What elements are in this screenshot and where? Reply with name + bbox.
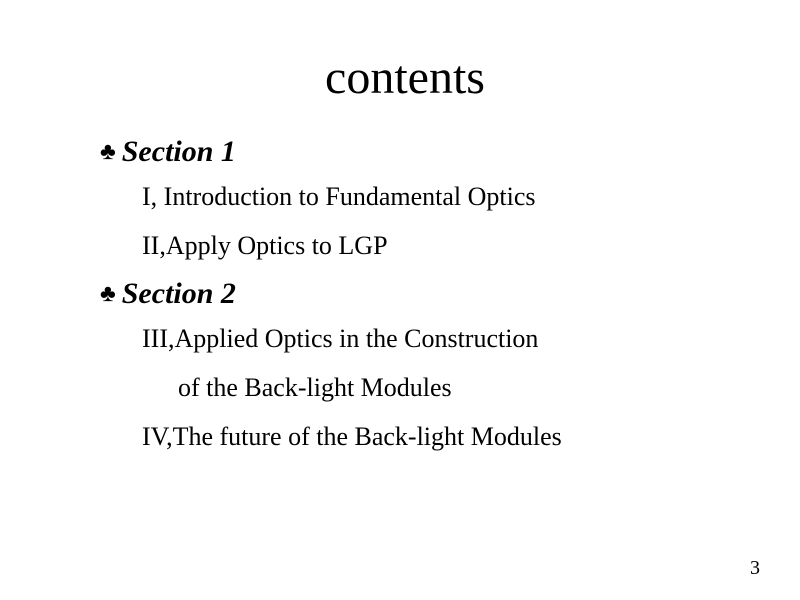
section-2-item-1-cont: of the Back-light Modules [178, 370, 710, 405]
section-2-header: ♣ Section 2 [100, 277, 710, 311]
section-1-item-2: II,Apply Optics to LGP [142, 228, 710, 263]
club-icon: ♣ [100, 139, 116, 166]
section-2-item-2: IV,The future of the Back-light Modules [142, 419, 710, 454]
section-1-label: Section 1 [122, 135, 236, 169]
section-1-item-1: I, Introduction to Fundamental Optics [142, 179, 710, 214]
section-2-label: Section 2 [122, 277, 236, 311]
page-title: contents [100, 50, 710, 105]
club-icon: ♣ [100, 281, 116, 308]
page-number: 3 [750, 557, 760, 580]
section-1-header: ♣ Section 1 [100, 135, 710, 169]
section-2-item-1: III,Applied Optics in the Construction [142, 321, 710, 356]
